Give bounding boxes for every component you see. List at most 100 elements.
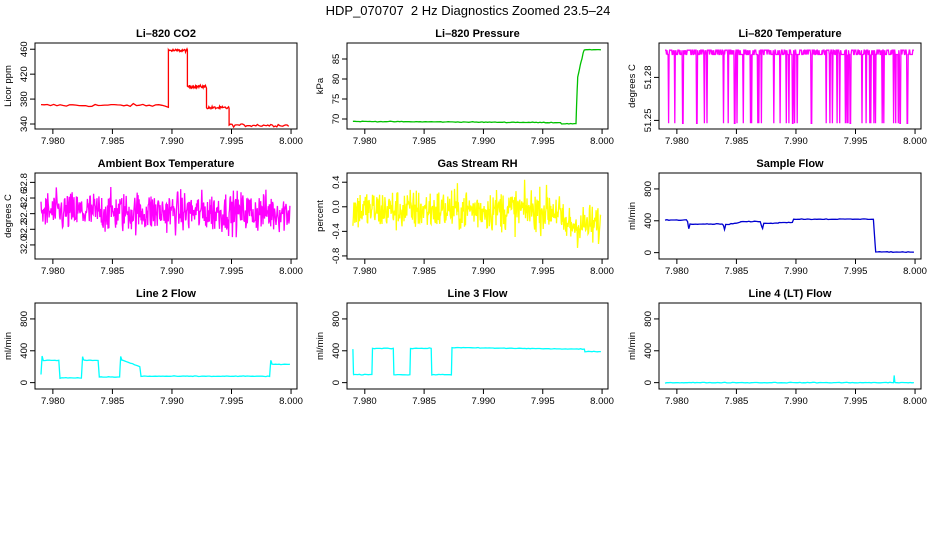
x-tick-label: 7.985 (412, 266, 436, 277)
y-tick-label: 32.8 (19, 173, 30, 192)
y-tick-label: 0.4 (331, 176, 342, 189)
y-tick-label: 85 (331, 54, 342, 65)
x-tick-label: 8.000 (903, 396, 927, 407)
x-tick-label: 7.980 (665, 266, 689, 277)
x-tick-label: 7.995 (220, 136, 244, 147)
plot-frame (658, 302, 922, 390)
x-tick-label: 8.000 (590, 396, 614, 407)
panel-7: Line 2 Flow ml/min 7.980 7.985 7.990 7.995 8.0… (3, 288, 303, 407)
y-tick-label: 460 (19, 41, 30, 57)
y-tick-label: 0 (331, 380, 342, 385)
x-tick-label: 7.990 (472, 396, 496, 407)
plot-frame (346, 172, 609, 260)
x-tick-label: 7.980 (41, 266, 65, 277)
x-tick-label: 8.000 (279, 136, 303, 147)
x-tick-label: 7.990 (784, 136, 808, 147)
series-line (40, 355, 290, 380)
y-tick-label: 80 (331, 74, 342, 85)
series-line (664, 218, 914, 253)
x-tick-label: 7.995 (844, 266, 868, 277)
x-tick-label: 7.995 (531, 266, 555, 277)
y-tick-label: 51.25 (643, 109, 654, 133)
y-axis-label: ml/min (315, 332, 326, 360)
x-tick-label: 7.990 (784, 396, 808, 407)
y-tick-label: 32.4 (19, 204, 30, 223)
x-tick-label: 7.990 (784, 266, 808, 277)
panel-title: Sample Flow (756, 158, 824, 170)
y-tick-label: 380 (19, 91, 30, 107)
x-tick-label: 7.995 (844, 136, 868, 147)
y-tick-label: 32.2 (19, 220, 30, 239)
y-axis-label: ml/min (627, 202, 638, 230)
x-tick-label: 8.000 (903, 266, 927, 277)
x-tick-label: 7.990 (472, 136, 496, 147)
x-tick-label: 7.980 (665, 396, 689, 407)
panel-title: Gas Stream RH (437, 158, 517, 170)
x-tick-label: 7.980 (353, 396, 377, 407)
series-line (352, 179, 602, 248)
x-tick-label: 8.000 (903, 136, 927, 147)
y-tick-label: 800 (643, 311, 654, 327)
plot-frame (658, 42, 922, 130)
x-tick-label: 7.990 (160, 136, 184, 147)
x-tick-label: 7.980 (41, 396, 65, 407)
y-tick-label: 0 (643, 250, 654, 255)
panel-8: Line 3 Flow ml/min 7.980 7.985 7.990 7.995 8.0… (315, 288, 614, 407)
series-line (665, 49, 914, 124)
y-tick-label: 0.0 (331, 200, 342, 213)
y-tick-label: 51.28 (643, 66, 654, 90)
x-tick-label: 7.985 (101, 136, 125, 147)
figure-title: HDP_070707 2 Hz Diagnostics Zoomed 23.5–… (325, 3, 611, 18)
y-tick-label: 420 (19, 66, 30, 82)
x-tick-label: 7.995 (531, 136, 555, 147)
plot-frame (34, 302, 298, 390)
x-tick-label: 7.985 (725, 266, 749, 277)
y-tick-label: 340 (19, 116, 30, 132)
y-tick-label: 800 (331, 311, 342, 327)
y-tick-label: 0 (643, 380, 654, 385)
y-axis-label: kPa (315, 77, 326, 94)
y-axis-label: percent (315, 200, 326, 232)
panel-5: Gas Stream RH percent 7.980 7.985 7.990 7.995… (315, 158, 614, 277)
y-tick-label: -0.4 (331, 223, 342, 239)
x-tick-label: 8.000 (279, 396, 303, 407)
y-tick-label: -0.8 (331, 248, 342, 264)
y-axis-label: degrees C (627, 64, 638, 108)
x-tick-label: 7.985 (412, 136, 436, 147)
x-tick-label: 7.985 (412, 396, 436, 407)
x-tick-label: 7.995 (531, 396, 555, 407)
panel-9: Line 4 (LT) Flow ml/min 7.980 7.985 7.990 7.9… (627, 288, 927, 407)
panel-title: Line 3 Flow (448, 288, 508, 300)
panel-title: Line 4 (LT) Flow (749, 288, 832, 300)
y-tick-label: 75 (331, 94, 342, 105)
x-tick-label: 7.980 (41, 136, 65, 147)
panel-title: Li–820 CO2 (136, 28, 196, 40)
x-tick-label: 7.995 (844, 396, 868, 407)
y-tick-label: 400 (643, 213, 654, 229)
x-tick-label: 7.990 (160, 266, 184, 277)
plot-frame (346, 302, 609, 390)
panel-title: Li–820 Temperature (738, 28, 841, 40)
x-tick-label: 7.985 (101, 396, 125, 407)
panel-title: Line 2 Flow (136, 288, 196, 300)
y-tick-label: 32.0 (19, 236, 30, 255)
series-line (352, 346, 601, 376)
panel-title: Li–820 Pressure (435, 28, 519, 40)
y-tick-label: 800 (643, 181, 654, 197)
panel-1: Li–820 CO2 Licor ppm 7.980 7.985 7.990 7.995 8… (3, 28, 303, 147)
panel-6: Sample Flow ml/min 7.980 7.985 7.990 7.995 8.0… (627, 158, 927, 277)
y-axis-label: Licor ppm (3, 65, 14, 107)
plot-frame (658, 172, 922, 260)
plot-frame (34, 42, 298, 130)
y-tick-label: 400 (19, 343, 30, 359)
plot-frame (34, 172, 298, 260)
x-tick-label: 7.985 (725, 136, 749, 147)
panel-3: Li–820 Temperature degrees C 7.980 7.985 7.9… (627, 28, 927, 147)
x-tick-label: 7.985 (725, 396, 749, 407)
x-tick-label: 7.980 (665, 136, 689, 147)
y-tick-label: 0 (19, 380, 30, 385)
x-tick-label: 8.000 (279, 266, 303, 277)
x-tick-label: 7.980 (353, 266, 377, 277)
x-tick-label: 8.000 (590, 136, 614, 147)
